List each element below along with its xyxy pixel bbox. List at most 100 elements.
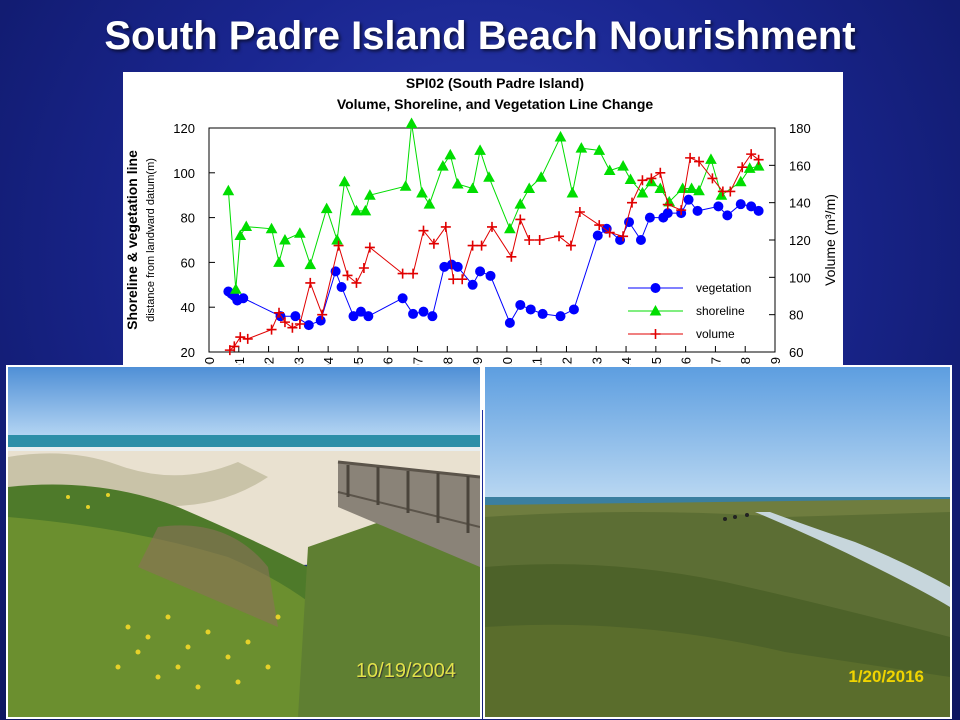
series-layer [222,117,765,356]
vegetation-point [635,235,646,245]
legend-marker [649,304,662,316]
chart-subtitle: Volume, Shoreline, and Vegetation Line C… [337,96,654,112]
volume-point [746,149,757,160]
volume-point [305,277,316,288]
vegetation-point [408,308,419,319]
shoreline-point [364,189,376,200]
shoreline-point [593,144,606,155]
volume-point [725,186,736,197]
volume-point [274,307,285,318]
vegetation-point [746,201,757,212]
shoreline-point [685,182,698,193]
beach-photo-2016: 1/20/2016 [483,365,952,719]
shoreline-point [636,186,649,198]
shoreline-point [523,182,536,193]
volume-point [524,235,535,245]
y-axis-left-subtitle: distance from landward datum(m) [145,158,157,322]
vegetation-point [692,205,703,216]
volume-point [707,173,718,184]
series-vegetation [223,194,764,331]
y-left-tick-label: 60 [181,255,195,270]
y-right-tick-label: 60 [789,345,803,360]
volume-point [428,238,439,249]
y-axis-right-title: Volume (m³/m) [822,194,838,286]
vegetation-point [662,208,673,219]
vegetation-point [348,311,359,322]
shoreline-point [234,229,247,241]
volume-point [317,309,328,320]
vegetation-point [713,201,724,212]
shoreline-point [359,204,372,216]
shoreline-point [229,283,242,294]
vegetation-point [427,311,438,322]
shoreline-point [405,117,418,129]
shoreline-point [624,173,637,185]
y-right-tick-label: 100 [789,270,811,285]
axes-layer: 2000200120022003200420052006200720082009… [173,121,810,386]
vegetation-point [515,299,526,310]
vegetation-point [355,306,366,317]
vegetation-point [683,194,694,205]
shoreline-point [554,130,567,142]
y-right-tick-label: 140 [789,196,811,211]
shoreline-point [273,256,285,267]
shoreline-point [483,171,495,182]
shoreline-point [734,175,747,187]
shoreline-point [240,220,253,232]
chart-title: SPI02 (South Padre Island) [406,75,584,91]
vegetation-point [467,279,478,290]
vegetation-line [228,198,759,326]
shoreline-point [566,186,579,198]
series-shoreline [222,117,765,294]
shoreline-point [436,160,449,171]
shoreline-point [304,258,317,270]
beach-photo-2004: 10/19/2004 [6,365,482,719]
shoreline-point [693,184,705,196]
chart-panel: SPI02 (South Padre Island) Volume, Shore… [123,72,843,410]
shoreline-point [752,160,765,171]
photo-date-right: 1/20/2016 [848,667,924,686]
volume-point [364,242,375,253]
vegetation-point [397,293,408,304]
volume-point [662,199,673,210]
volume-point [554,231,565,242]
volume-point [646,173,657,184]
volume-point [753,154,764,165]
shoreline-line [227,123,759,290]
shoreline-point [715,189,728,200]
volume-point [655,167,666,178]
y-right-tick-label: 80 [789,308,803,323]
shoreline-point [279,233,291,245]
shoreline-point [265,222,278,234]
volume-point [342,270,353,281]
vegetation-point [504,317,515,328]
shoreline-point [514,198,527,209]
volume-point [235,332,246,343]
vegetation-point [238,293,249,304]
shoreline-point [222,184,235,196]
shoreline-point [466,182,479,193]
volume-point [279,317,290,328]
volume-point [685,152,696,163]
volume-point [604,227,615,238]
shoreline-point [399,180,412,191]
vegetation-point [644,212,655,223]
volume-point [351,277,362,288]
series-volume [224,149,764,356]
y-left-tick-label: 20 [181,345,195,360]
vegetation-point [555,311,566,322]
shoreline-point [294,227,306,238]
y-right-tick-label: 180 [789,121,811,136]
vegetation-point [303,320,314,331]
vegetation-point [452,261,463,272]
volume-line [229,153,759,351]
beach-photo-2016-image [485,367,950,717]
chart-legend: vegetation shoreline volume [628,281,751,341]
y-axis-left-title: Shoreline & vegetation line [124,150,140,330]
legend-label: shoreline [696,304,745,318]
photo-date-left: 10/19/2004 [355,660,456,682]
shoreline-point [535,171,548,182]
shoreline-point [350,204,363,216]
legend-marker [650,329,661,339]
shoreline-point [444,148,457,160]
